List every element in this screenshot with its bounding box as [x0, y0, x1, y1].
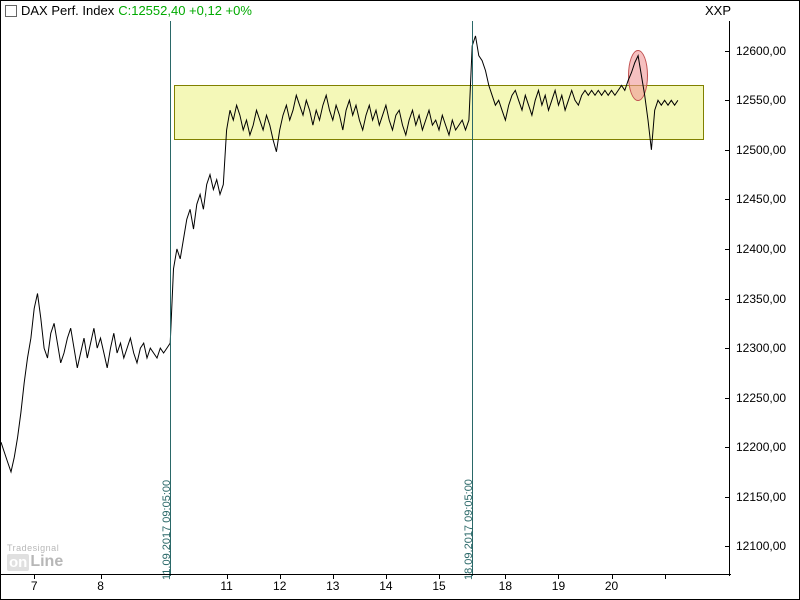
- y-label: 12100,00: [736, 539, 786, 553]
- x-label: 18: [499, 579, 512, 593]
- x-label: 11: [220, 579, 232, 593]
- y-tick: [725, 497, 730, 498]
- x-tick: [665, 574, 666, 579]
- x-label: 19: [552, 579, 565, 593]
- x-label: 15: [432, 579, 445, 593]
- y-tick: [725, 199, 730, 200]
- y-label: 12300,00: [736, 341, 786, 355]
- exchange-code: XXP: [705, 3, 731, 18]
- y-label: 12400,00: [736, 242, 786, 256]
- y-label: 12150,00: [736, 490, 786, 504]
- chart-type-icon: [5, 5, 17, 17]
- y-label: 12600,00: [736, 44, 786, 58]
- y-label: 12550,00: [736, 93, 786, 107]
- instrument-title: DAX Perf. Index: [21, 3, 114, 18]
- y-tick: [725, 249, 730, 250]
- y-tick: [725, 546, 730, 547]
- y-tick: [725, 447, 730, 448]
- plot-area[interactable]: 11.09.2017 09:05:0018.09.2017 09:05:00: [1, 21, 731, 576]
- x-label: 20: [605, 579, 618, 593]
- session-vline-label: 11.09.2017 09:05:00: [161, 480, 173, 580]
- watermark-line1: Tradesignal: [7, 543, 63, 553]
- watermark-badge: on: [7, 554, 29, 571]
- price-line: [1, 36, 678, 472]
- y-tick: [725, 51, 730, 52]
- quote-value: C:12552,40 +0,12 +0%: [118, 3, 252, 18]
- y-tick: [725, 299, 730, 300]
- y-label: 12200,00: [736, 440, 786, 454]
- tradesignal-watermark: Tradesignal on Line: [7, 543, 63, 571]
- x-label: 13: [326, 579, 339, 593]
- y-tick: [725, 348, 730, 349]
- watermark-line2: on Line: [7, 553, 63, 571]
- y-label: 12350,00: [736, 292, 786, 306]
- price-svg: [1, 21, 731, 576]
- x-label: 7: [31, 579, 38, 593]
- x-axis: 7 8 11 12 13 14 15 18 19 20: [1, 574, 731, 599]
- y-label: 12250,00: [736, 391, 786, 405]
- x-label: 8: [97, 579, 104, 593]
- x-label: 14: [379, 579, 392, 593]
- chart-header: DAX Perf. Index C:12552,40 +0,12 +0%: [5, 3, 252, 18]
- session-vline-label: 18.09.2017 09:05:00: [463, 479, 475, 580]
- y-tick: [725, 150, 730, 151]
- y-tick: [725, 398, 730, 399]
- y-label: 12450,00: [736, 192, 786, 206]
- chart-container: DAX Perf. Index C:12552,40 +0,12 +0% XXP…: [0, 0, 800, 600]
- y-label: 12500,00: [736, 143, 786, 157]
- y-tick: [725, 100, 730, 101]
- y-axis: 12100,00 12150,00 12200,00 12250,00 12300,00…: [729, 21, 799, 576]
- x-label: 12: [273, 579, 286, 593]
- watermark-rest: Line: [30, 553, 63, 571]
